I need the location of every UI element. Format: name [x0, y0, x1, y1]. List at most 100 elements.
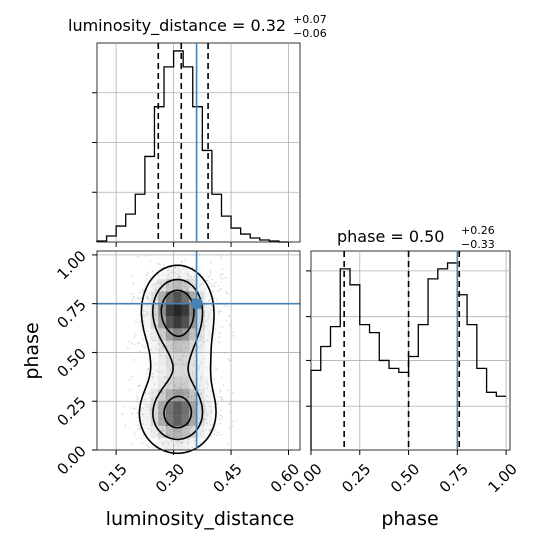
density-cell	[165, 425, 174, 439]
sample-point	[157, 274, 160, 277]
sample-point	[145, 393, 147, 396]
density-cell	[181, 425, 190, 439]
density-cell	[173, 376, 182, 390]
sample-point	[146, 296, 149, 299]
sample-point	[156, 317, 159, 320]
sample-point	[154, 397, 156, 399]
sample-point	[219, 389, 222, 392]
sample-point	[147, 297, 149, 300]
sample-point	[133, 407, 136, 410]
sample-point	[183, 373, 185, 376]
sample-point	[232, 331, 234, 334]
sample-point	[141, 289, 144, 291]
sample-point	[206, 413, 208, 416]
sample-point	[139, 320, 142, 323]
sample-point	[187, 442, 190, 445]
sample-point	[229, 402, 232, 405]
sample-point	[153, 352, 156, 354]
density-cell	[173, 291, 182, 304]
sample-point	[133, 359, 135, 361]
sample-point	[156, 282, 159, 285]
sample-point	[141, 344, 143, 347]
sample-point	[219, 418, 222, 421]
sample-point	[178, 440, 180, 443]
sample-point	[170, 266, 173, 269]
sample-point	[151, 375, 153, 378]
sample-point	[146, 312, 149, 314]
density-cell	[158, 401, 167, 414]
sample-point	[210, 390, 213, 393]
sample-point	[208, 330, 211, 333]
sample-point	[222, 384, 225, 387]
sample-point	[199, 283, 202, 285]
sample-point	[188, 342, 191, 345]
y-tick-label: 1.00	[53, 247, 89, 283]
sample-point	[159, 262, 161, 265]
density-cell	[158, 303, 167, 317]
sample-point	[150, 336, 153, 339]
sample-point	[184, 258, 187, 261]
sample-point	[169, 369, 172, 372]
density-cell	[181, 279, 190, 292]
sample-point	[139, 324, 142, 327]
sample-point	[156, 325, 159, 327]
sample-point	[169, 367, 172, 370]
density-cell	[204, 376, 213, 390]
sample-point	[151, 418, 153, 421]
sample-point	[200, 283, 203, 285]
sample-point	[151, 392, 154, 394]
density-cell	[204, 340, 213, 353]
sample-point	[148, 392, 150, 395]
sample-point	[138, 350, 141, 353]
sample-point	[203, 314, 206, 317]
sample-point	[122, 405, 125, 408]
sample-point	[211, 278, 213, 281]
density-cell	[173, 303, 182, 317]
sample-point	[156, 342, 159, 345]
density-cell	[150, 376, 159, 390]
sample-point	[198, 385, 201, 388]
sample-point	[165, 440, 168, 443]
sample-point	[128, 389, 131, 391]
sample-point	[204, 418, 207, 421]
sample-point	[128, 378, 131, 381]
sample-point	[133, 336, 136, 339]
sample-point	[190, 276, 193, 279]
sample-point	[145, 314, 148, 317]
sample-point	[157, 263, 160, 266]
sample-point	[187, 277, 190, 280]
sample-point	[202, 334, 205, 337]
sample-point	[206, 279, 209, 282]
sample-point	[132, 282, 135, 285]
sample-point	[153, 383, 155, 386]
density-cell	[142, 389, 151, 402]
sample-point	[173, 364, 176, 367]
sample-point	[191, 267, 194, 269]
sample-point	[209, 261, 212, 264]
sample-point	[180, 261, 183, 263]
y-tick-label: 0.50	[53, 345, 89, 381]
sample-point	[157, 370, 160, 373]
sample-point	[152, 339, 155, 342]
sample-point	[156, 433, 159, 436]
sample-point	[178, 442, 181, 444]
density-cell	[196, 303, 205, 317]
sample-point	[163, 375, 166, 378]
sample-point	[208, 430, 211, 433]
truth-lines	[97, 251, 300, 450]
sample-point	[147, 341, 150, 344]
density-cell	[181, 364, 190, 378]
density-cell	[204, 328, 213, 341]
sample-point	[213, 378, 215, 381]
luminosity-distance-title: luminosity_distance = 0.32	[68, 16, 286, 36]
density-cell	[173, 267, 182, 280]
density-cell	[204, 413, 213, 426]
sample-point	[155, 313, 158, 316]
density-cell	[188, 303, 197, 317]
sample-point	[134, 299, 137, 302]
sample-point	[142, 434, 145, 437]
sample-point	[219, 390, 222, 393]
density-cell	[173, 389, 182, 402]
density-cell	[158, 364, 167, 378]
sample-point	[151, 284, 154, 287]
